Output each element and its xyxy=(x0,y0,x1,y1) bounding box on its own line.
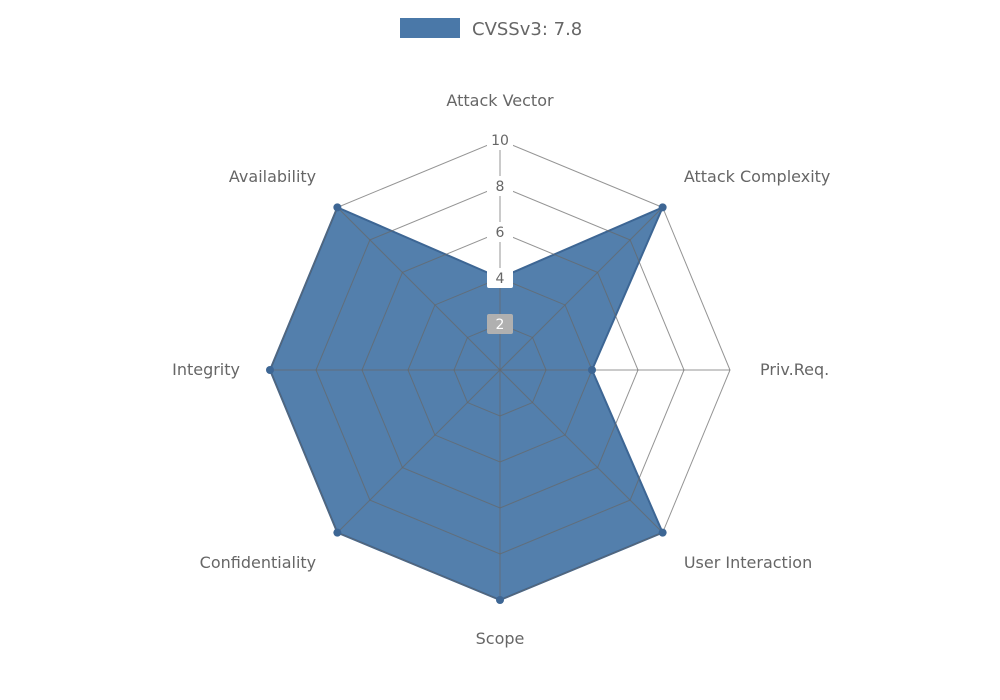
radar-axis-label: Confidentiality xyxy=(200,553,316,572)
radar-axis-label: Scope xyxy=(476,629,525,648)
radar-tick: 10 xyxy=(491,133,509,149)
radar-axis-label: Attack Complexity xyxy=(684,167,831,186)
radar-axis-label: Availability xyxy=(229,167,316,186)
radar-tick: 2 xyxy=(496,317,505,333)
radar-chart: 2 4 6 8 10 Attack Vector Attack Complexity Priv… xyxy=(0,0,1000,700)
radar-tick: 8 xyxy=(496,179,505,195)
radar-axis-label: Attack Vector xyxy=(446,91,554,110)
radar-tick: 4 xyxy=(496,271,505,287)
legend-swatch xyxy=(400,18,460,38)
radar-tick: 6 xyxy=(496,225,505,241)
radar-axis-label: Priv.Req. xyxy=(760,360,829,379)
chart-legend: CVSSv3: 7.8 xyxy=(400,18,582,40)
radar-axis-label: Integrity xyxy=(172,360,240,379)
legend-label: CVSSv3: 7.8 xyxy=(472,19,582,40)
radar-chart-container: 2 4 6 8 10 Attack Vector Attack Complexity Priv… xyxy=(0,0,1000,700)
radar-axis-label: User Interaction xyxy=(684,553,812,572)
